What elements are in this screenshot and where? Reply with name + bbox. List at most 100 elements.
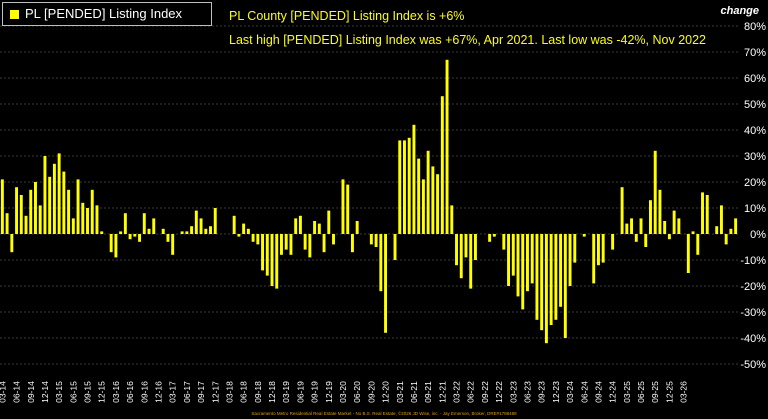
bar <box>592 234 596 284</box>
bar <box>611 234 615 250</box>
bar <box>672 210 676 234</box>
bar <box>544 234 548 344</box>
bar <box>29 189 33 234</box>
bar <box>450 205 454 234</box>
bar <box>322 234 326 253</box>
bar <box>715 226 719 234</box>
bar <box>280 234 283 255</box>
bar <box>43 156 47 234</box>
bar <box>384 234 388 333</box>
x-tick-label: 09-20 <box>366 381 376 403</box>
bar <box>663 221 667 234</box>
bar <box>620 187 624 234</box>
legend-swatch <box>10 10 19 19</box>
y-tick-label: 0% <box>750 229 766 241</box>
bar <box>232 215 236 234</box>
bar <box>166 234 170 242</box>
bar <box>455 234 458 266</box>
legend: PL [PENDED] Listing Index <box>2 2 212 26</box>
x-tick-label: 12-20 <box>381 381 391 403</box>
bar <box>180 231 184 234</box>
bar <box>341 179 345 234</box>
bar <box>705 195 709 234</box>
bar <box>658 189 662 234</box>
bar <box>559 234 563 307</box>
y-tick-label: 20% <box>744 177 766 189</box>
bar <box>426 150 430 234</box>
bar <box>625 223 629 234</box>
gridlines <box>0 25 738 365</box>
bars <box>0 59 738 344</box>
y-axis-tick-labels: -50% -40% -30% -20% -10% 0% 10% 20% 30% 40% 50% 60%… <box>740 21 766 371</box>
x-tick-label: 06-17 <box>182 381 192 403</box>
x-tick-label: 12-22 <box>494 381 504 403</box>
bar <box>601 234 605 263</box>
bar <box>261 234 265 271</box>
bar <box>24 215 28 234</box>
x-tick-label: 03-23 <box>508 381 518 403</box>
bar <box>507 234 511 286</box>
bar <box>630 218 634 234</box>
y-tick-label: 40% <box>744 125 766 137</box>
bar <box>38 205 42 234</box>
bar <box>308 234 312 258</box>
bar <box>644 234 648 247</box>
bar <box>52 163 56 234</box>
x-tick-label: 06-18 <box>239 381 249 403</box>
bar <box>686 234 690 273</box>
bar <box>634 234 638 242</box>
x-tick-label: 03-25 <box>622 381 632 403</box>
x-tick-label: 03-24 <box>565 381 575 403</box>
y-tick-label: 30% <box>744 151 766 163</box>
bar <box>421 179 425 234</box>
x-tick-label: 06-25 <box>636 381 646 403</box>
bar <box>213 208 217 234</box>
bar <box>209 226 212 234</box>
x-tick-label: 09-18 <box>253 381 263 403</box>
bar <box>701 192 704 234</box>
bar <box>653 150 657 234</box>
y-tick-label: -10% <box>740 255 766 267</box>
bar <box>729 228 733 234</box>
bar <box>81 202 85 234</box>
bar <box>374 234 378 247</box>
bar <box>171 234 175 255</box>
bar <box>275 234 279 289</box>
bar <box>667 234 671 240</box>
y-tick-label: -30% <box>740 307 766 319</box>
bar <box>327 210 331 234</box>
current-value-annotation: PL County [PENDED] Listing Index is +6% <box>229 9 465 23</box>
bar <box>265 234 269 276</box>
legend-label: PL [PENDED] Listing Index <box>25 6 183 21</box>
x-tick-label: 09-25 <box>650 381 660 403</box>
x-tick-label: 06-15 <box>68 381 78 403</box>
bar <box>138 234 142 242</box>
bar <box>48 176 52 234</box>
bar <box>128 234 132 240</box>
y-tick-label: 80% <box>744 21 766 33</box>
x-tick-label: 12-17 <box>210 381 220 403</box>
x-tick-label: 06-14 <box>12 381 22 403</box>
x-tick-label: 09-23 <box>537 381 547 403</box>
bar <box>350 234 354 253</box>
bar <box>133 234 137 237</box>
bar <box>313 221 317 234</box>
bar <box>15 187 19 234</box>
bar <box>90 189 94 234</box>
x-tick-label: 12-18 <box>267 381 277 403</box>
bar <box>516 234 520 297</box>
bar <box>270 234 274 286</box>
bar <box>403 140 406 234</box>
x-tick-label: 03-22 <box>452 381 462 403</box>
x-tick-label: 09-16 <box>139 381 149 403</box>
y-tick-label: -50% <box>740 359 766 371</box>
x-tick-label: 03-26 <box>679 381 689 403</box>
high-low-annotation: Last high [PENDED] Listing Index was +67… <box>229 33 706 47</box>
bar <box>469 234 473 289</box>
x-tick-label: 03-16 <box>111 381 121 403</box>
x-tick-label: 09-15 <box>83 381 93 403</box>
bar <box>303 234 307 250</box>
bar <box>123 213 127 234</box>
bar <box>76 179 80 234</box>
